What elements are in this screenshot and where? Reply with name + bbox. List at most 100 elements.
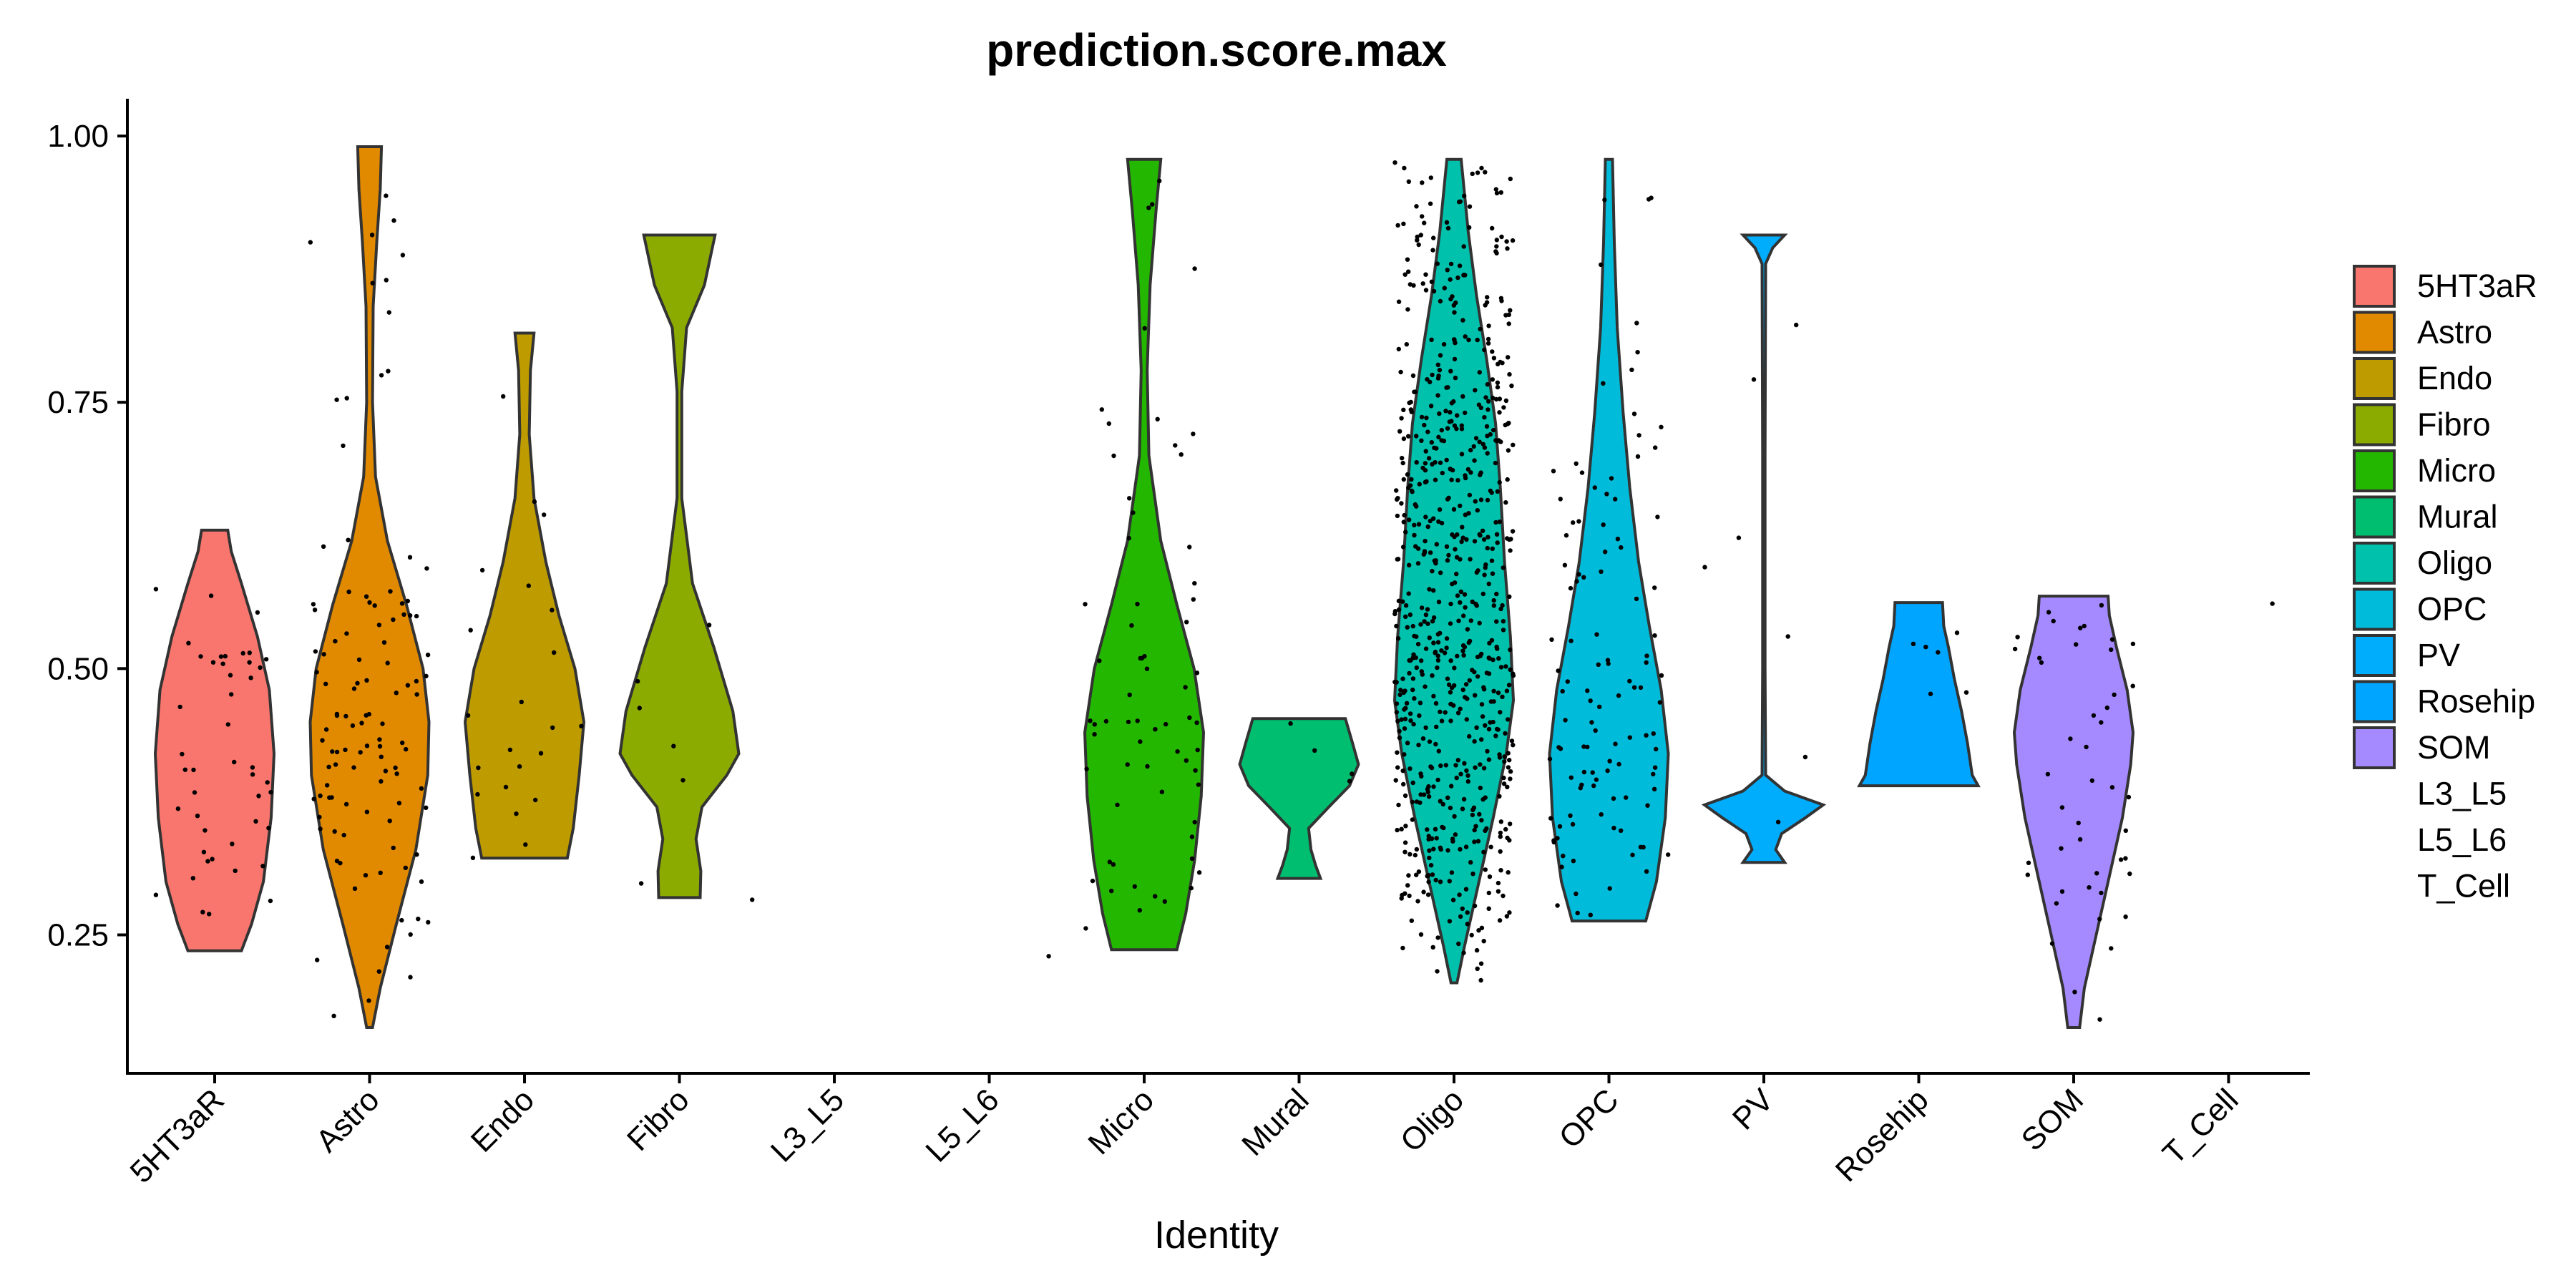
point-Oligo bbox=[1507, 537, 1512, 542]
point-Oligo bbox=[1429, 836, 1435, 841]
point-Oligo bbox=[1438, 570, 1443, 575]
point-Astro bbox=[378, 870, 383, 876]
point-Oligo bbox=[1439, 718, 1445, 723]
point-5HT3aR bbox=[268, 790, 273, 795]
point-Oligo bbox=[1400, 456, 1405, 461]
point-SOM bbox=[2097, 1017, 2102, 1022]
point-SOM bbox=[2084, 744, 2089, 750]
point-OPC bbox=[1592, 485, 1597, 490]
point-Oligo bbox=[1473, 824, 1478, 829]
point-Endo bbox=[470, 855, 476, 861]
point-Oligo bbox=[1451, 507, 1457, 512]
point-OPC bbox=[1581, 575, 1586, 580]
point-Oligo bbox=[1393, 778, 1398, 783]
point-Astro bbox=[379, 373, 384, 378]
legend-label-Fibro: Fibro bbox=[2417, 406, 2491, 443]
point-Oligo bbox=[1392, 160, 1397, 165]
point-5HT3aR bbox=[265, 780, 270, 785]
point-Oligo bbox=[1497, 396, 1503, 401]
point-Micro bbox=[1192, 581, 1197, 586]
point-Micro bbox=[1144, 666, 1150, 671]
point-Oligo bbox=[1395, 750, 1400, 755]
legend-label-Rosehip: Rosehip bbox=[2417, 683, 2535, 720]
point-SOM bbox=[2039, 660, 2044, 665]
point-Oligo bbox=[1497, 794, 1502, 799]
point-OPC bbox=[1576, 519, 1581, 524]
point-5HT3aR bbox=[192, 790, 197, 795]
point-Oligo bbox=[1442, 286, 1448, 291]
point-OPC bbox=[1574, 579, 1579, 584]
point-Oligo bbox=[1490, 225, 1495, 231]
point-Oligo bbox=[1455, 478, 1460, 483]
point-SOM bbox=[2109, 647, 2114, 653]
point-Oligo bbox=[1510, 529, 1516, 534]
point-Oligo bbox=[1501, 565, 1506, 570]
point-Oligo bbox=[1460, 648, 1465, 653]
point-Oligo bbox=[1430, 673, 1435, 678]
point-Oligo bbox=[1434, 724, 1439, 729]
point-OPC bbox=[1599, 262, 1604, 268]
point-Oligo bbox=[1489, 638, 1495, 643]
point-Oligo bbox=[1448, 658, 1453, 663]
point-Astro bbox=[344, 631, 349, 636]
x-tick-label: Fibro bbox=[620, 1082, 696, 1158]
point-Oligo bbox=[1493, 438, 1498, 443]
point-Endo bbox=[514, 811, 519, 816]
point-Oligo bbox=[1478, 497, 1484, 502]
point-5HT3aR bbox=[268, 898, 273, 904]
point-OPC bbox=[1596, 662, 1601, 667]
point-Astro bbox=[321, 652, 326, 657]
point-Oligo bbox=[1478, 762, 1483, 767]
point-Micro bbox=[1146, 205, 1151, 210]
point-Astro bbox=[346, 589, 351, 595]
point-5HT3aR bbox=[225, 722, 230, 727]
point-Astro bbox=[408, 932, 413, 937]
point-Oligo bbox=[1507, 594, 1512, 600]
point-Oligo bbox=[1483, 867, 1488, 872]
point-OPC bbox=[1644, 660, 1649, 665]
point-Oligo bbox=[1503, 398, 1509, 404]
point-Oligo bbox=[1472, 839, 1477, 844]
point-Oligo bbox=[1465, 627, 1470, 632]
point-Oligo bbox=[1411, 652, 1416, 657]
point-Oligo bbox=[1463, 273, 1468, 278]
point-OPC bbox=[1646, 197, 1652, 202]
point-Micro bbox=[1131, 510, 1136, 515]
point-Oligo bbox=[1433, 701, 1439, 706]
point-Oligo bbox=[1452, 337, 1457, 342]
point-Oligo bbox=[1506, 765, 1511, 770]
point-OPC bbox=[1589, 720, 1594, 725]
point-Oligo bbox=[1479, 165, 1484, 171]
point-Oligo bbox=[1493, 519, 1498, 525]
point-Micro bbox=[1192, 266, 1197, 271]
legend-label-SOM: SOM bbox=[2417, 729, 2491, 766]
point-Astro bbox=[358, 750, 363, 755]
point-Oligo bbox=[1498, 606, 1503, 612]
violin-PV bbox=[1701, 233, 1827, 864]
point-Oligo bbox=[1470, 668, 1475, 673]
point-OPC bbox=[1601, 381, 1606, 386]
point-Oligo bbox=[1485, 545, 1490, 551]
point-Oligo bbox=[1461, 796, 1467, 802]
point-OPC bbox=[1561, 854, 1566, 859]
point-OPC bbox=[1627, 678, 1632, 684]
point-5HT3aR bbox=[228, 673, 233, 678]
point-Astro bbox=[367, 600, 372, 605]
point-SOM bbox=[2026, 860, 2031, 866]
point-Astro bbox=[391, 617, 396, 623]
point-Oligo bbox=[1420, 281, 1425, 286]
point-OPC bbox=[1666, 852, 1671, 857]
point-Oligo bbox=[1422, 550, 1428, 555]
violin-Micro bbox=[1083, 157, 1206, 952]
point-Oligo bbox=[1402, 272, 1407, 277]
point-SOM bbox=[2109, 946, 2114, 951]
point-Oligo bbox=[1410, 623, 1416, 629]
point-Astro bbox=[364, 678, 369, 683]
point-OPC bbox=[1603, 550, 1608, 555]
point-Oligo bbox=[1428, 201, 1433, 206]
point-Oligo bbox=[1443, 763, 1449, 768]
point-5HT3aR bbox=[223, 653, 228, 659]
point-Oligo bbox=[1397, 692, 1402, 697]
point-OPC bbox=[1568, 585, 1574, 591]
point-Endo bbox=[550, 725, 555, 731]
